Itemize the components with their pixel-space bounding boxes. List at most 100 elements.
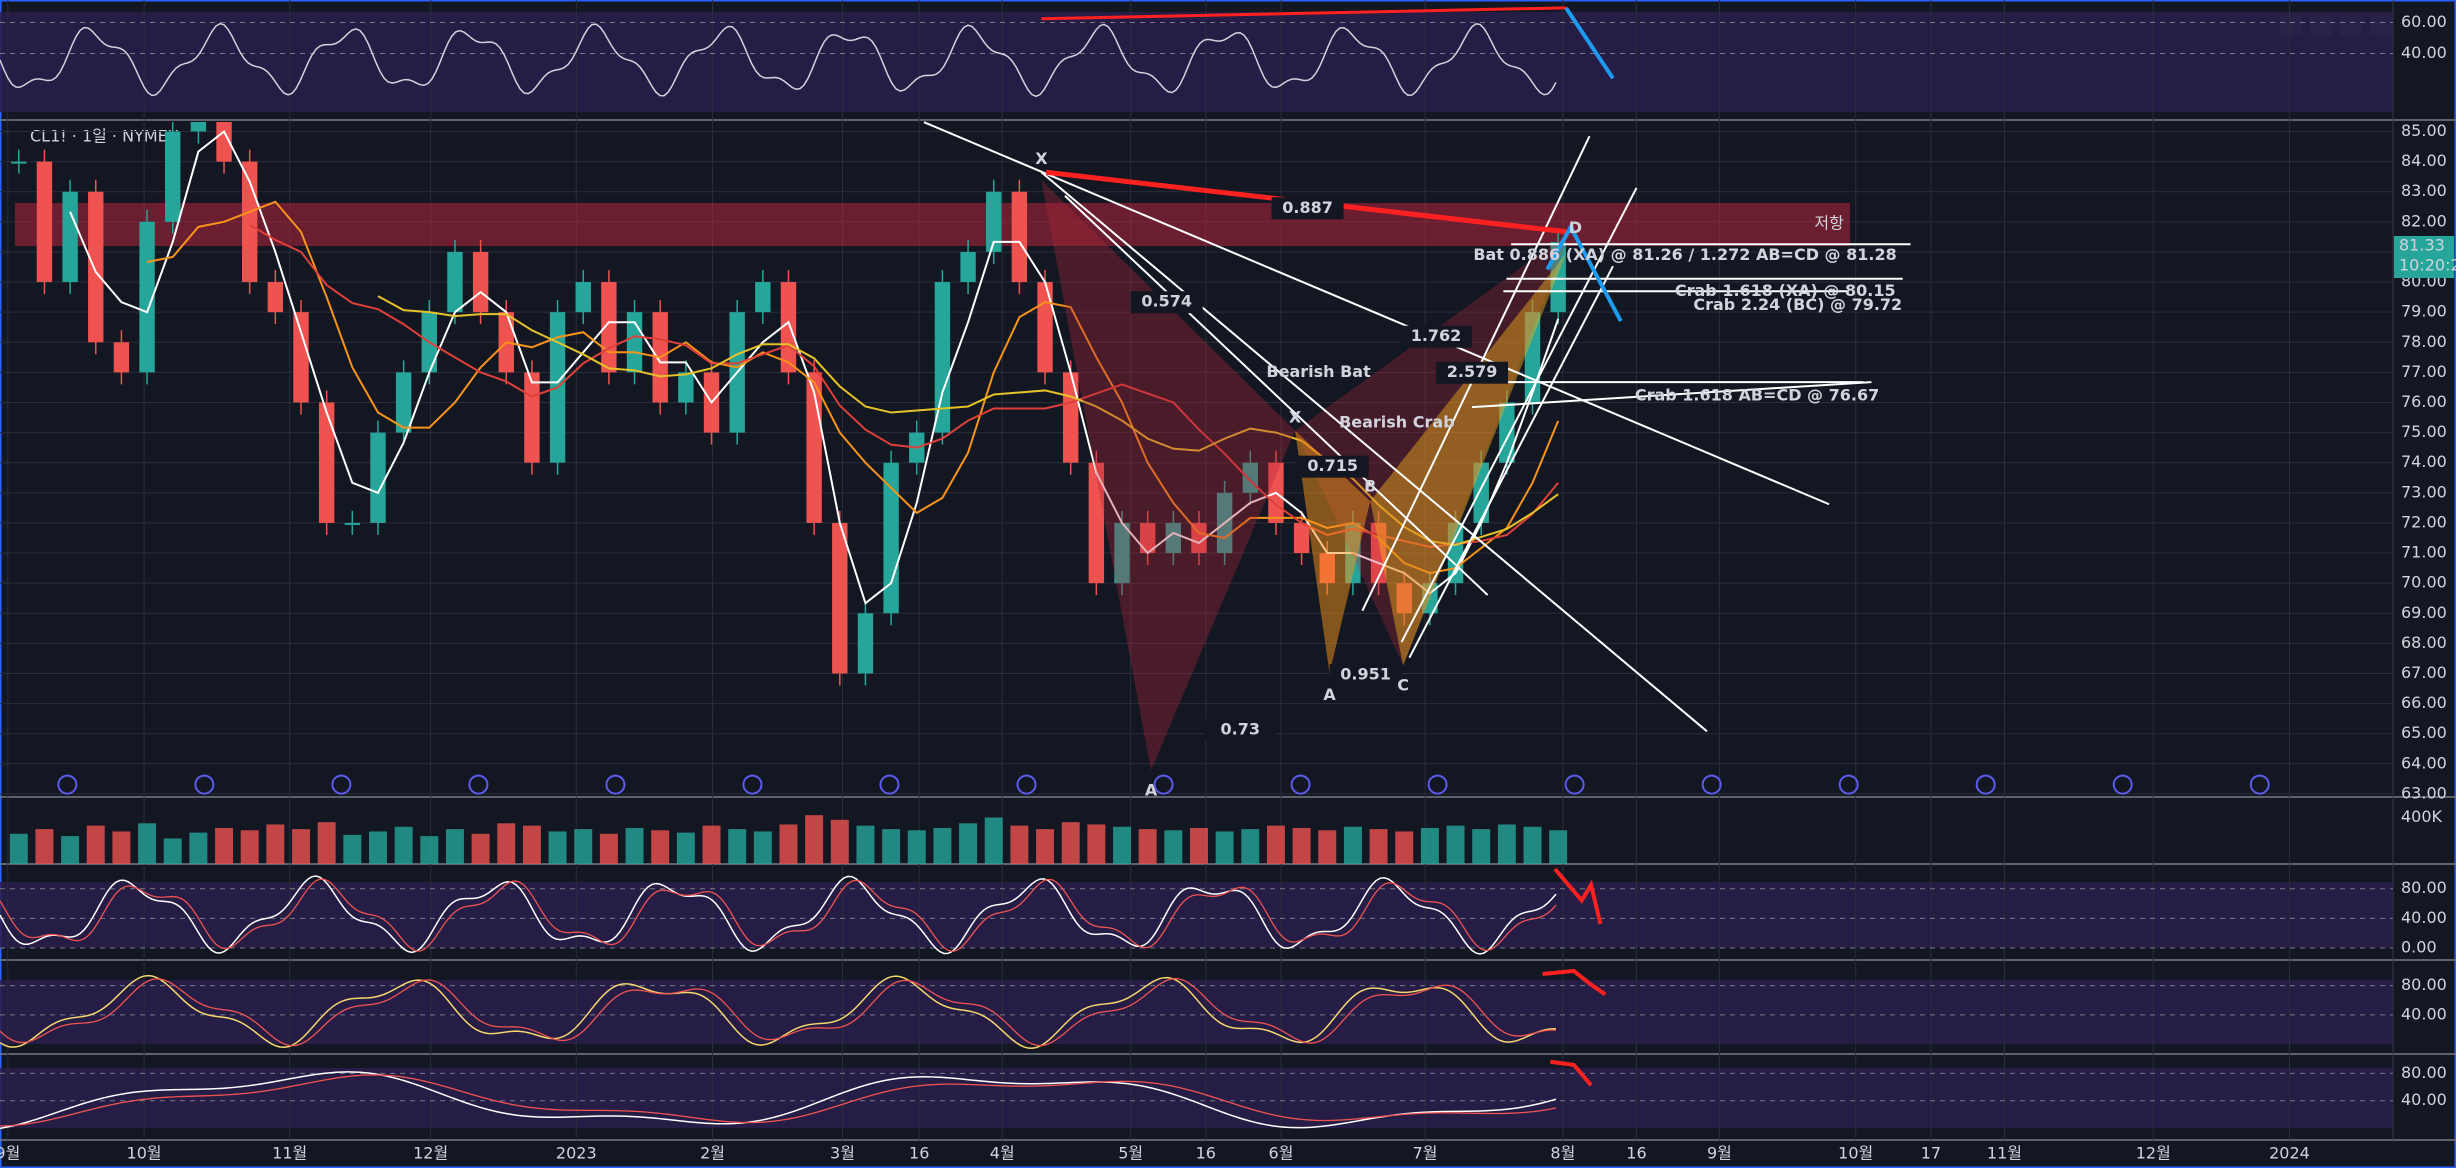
volume-bar: [856, 825, 875, 864]
candle: [370, 432, 386, 523]
volume-bar: [1010, 825, 1029, 864]
candle: [986, 191, 1002, 252]
volume-bar: [1395, 831, 1414, 864]
candle: [472, 251, 489, 313]
candle: [575, 282, 591, 313]
volume-bar: [1318, 830, 1337, 864]
rsi-line: [1041, 6, 1567, 21]
pattern-title: Bearish Crab: [1339, 412, 1455, 431]
candle: [216, 122, 232, 162]
ratio-box: [1130, 291, 1203, 314]
point-label: C: [1397, 675, 1409, 694]
candle: [678, 372, 694, 403]
point-label: A: [1323, 685, 1336, 704]
volume-bar: [1472, 829, 1491, 864]
volume-bar: [1036, 829, 1055, 864]
candle: [1293, 522, 1310, 554]
candle: [165, 131, 181, 222]
indicator-band: [0, 1068, 2393, 1128]
oscillator-line: [0, 22, 1557, 98]
event-icon: [1701, 774, 1722, 795]
stoch-tick-label: 40.00: [2401, 908, 2447, 927]
ratio-label: 0.574: [1141, 292, 1192, 311]
time-label: 9월: [1707, 1144, 1732, 1163]
candle: [113, 342, 130, 373]
ratio-box: [1296, 455, 1369, 478]
volume-bar: [1190, 827, 1208, 864]
time-label: 7월: [1413, 1144, 1438, 1163]
event-icon: [1564, 774, 1585, 795]
volume-bar: [753, 831, 772, 864]
price-tick-label: 64.00: [2401, 753, 2447, 772]
event-icon: [1975, 774, 1996, 795]
price-tick-label: 74.00: [2401, 452, 2447, 471]
ratio-box: [1329, 663, 1402, 686]
volume-bar: [317, 822, 336, 864]
price-tick-label: 76.00: [2401, 392, 2447, 411]
volume-bar: [625, 827, 644, 864]
volume-bar: [1241, 829, 1260, 864]
volume-bar: [805, 815, 824, 864]
oscillator-line: [0, 875, 1557, 955]
symbol-label[interactable]: CL1! · 1일 · NYMEX: [30, 127, 179, 146]
zone-label: 저항: [1814, 213, 1844, 232]
candle: [11, 161, 27, 164]
time-label: 10월: [1838, 1144, 1873, 1163]
time-label: 2024: [2269, 1144, 2310, 1163]
ratio-label: 0.73: [1221, 719, 1260, 738]
rsi-tick-label: 40.00: [2401, 43, 2447, 62]
crab-pattern: [1295, 430, 1371, 674]
volume-bar: [959, 823, 978, 864]
projection: [1553, 867, 1603, 925]
projection: [1545, 222, 1623, 322]
event-icon: [2112, 774, 2133, 795]
price-tick-label: 79.00: [2401, 302, 2447, 321]
price-tick-label: 66.00: [2401, 693, 2447, 712]
volume-bar: [394, 826, 413, 864]
price-tick-label: 68.00: [2401, 633, 2447, 652]
candle: [960, 251, 976, 283]
price-tick-label: 72.00: [2401, 512, 2447, 531]
price-tick-label: 70.00: [2401, 573, 2447, 592]
price-tick-label: 65.00: [2401, 723, 2447, 742]
volume-bar: [369, 831, 387, 864]
volume-bar: [728, 829, 747, 864]
volume-bar: [1113, 826, 1131, 864]
candle: [1114, 522, 1130, 584]
candle: [139, 221, 155, 373]
volume-bar: [343, 834, 362, 864]
point-label: X: [1289, 408, 1302, 427]
trend-line: [1064, 195, 1489, 596]
time-label: 3월: [830, 1144, 855, 1163]
price-tick-label: 75.00: [2401, 422, 2447, 441]
volume-bar: [1420, 827, 1439, 864]
event-icon: [1838, 774, 1859, 795]
volume-bar: [676, 832, 695, 864]
ratio-box: [1436, 361, 1509, 384]
target-label: Crab 1.618 (XA) @ 80.15: [1675, 281, 1896, 300]
event-icon: [605, 774, 626, 795]
volume-bar: [651, 830, 670, 864]
volume-bar: [984, 817, 1003, 864]
stoch-tick-label: 80.00: [2401, 975, 2447, 994]
target-label: Bat 0.886 (XA) @ 81.26 / 1.272 AB=CD @ 8…: [1473, 245, 1896, 264]
time-label: 5월: [1118, 1144, 1143, 1163]
time-label: 16: [909, 1144, 929, 1163]
candle: [190, 122, 207, 132]
volume-bar: [1164, 830, 1183, 864]
volume-bar: [1369, 829, 1388, 864]
candle: [318, 402, 335, 523]
volume-bar: [1497, 824, 1516, 864]
volume-bar: [471, 833, 490, 864]
candle: [36, 161, 53, 283]
ratio-label: 2.579: [1447, 362, 1498, 381]
candle: [344, 522, 361, 525]
candle: [934, 282, 951, 433]
indicator-band: [0, 980, 2393, 1044]
ratio-box: [1400, 325, 1473, 348]
oscillator-line: [0, 878, 1557, 952]
candle: [395, 372, 412, 433]
candle: [832, 522, 848, 674]
candle: [755, 282, 771, 313]
